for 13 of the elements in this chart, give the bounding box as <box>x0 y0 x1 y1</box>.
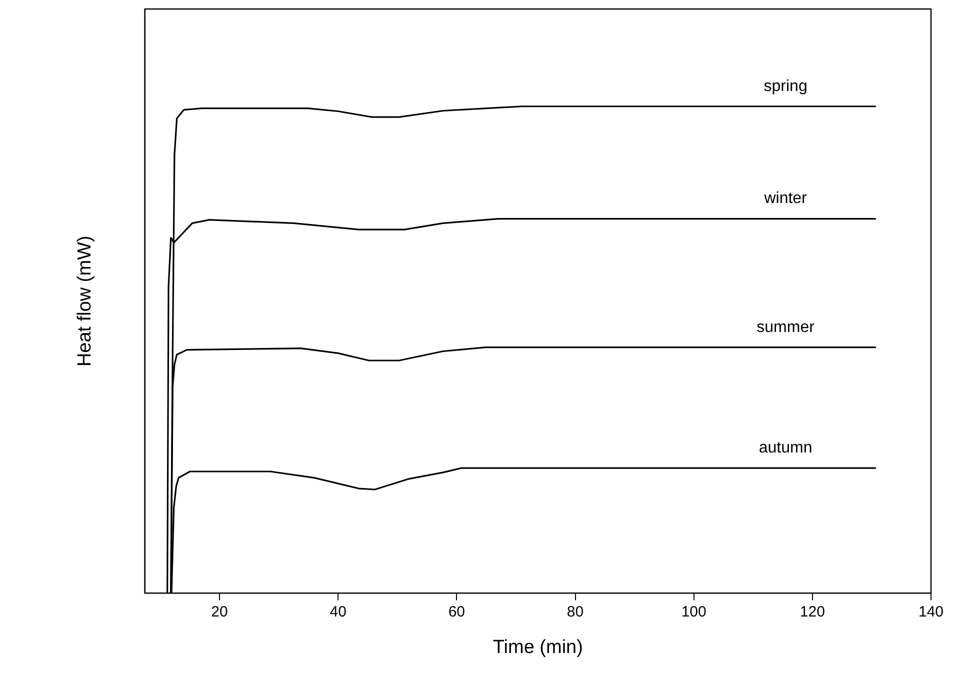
x-tick-label: 60 <box>448 603 466 620</box>
x-tick-label: 80 <box>566 603 584 620</box>
y-axis-title: Heat flow (mW) <box>74 236 96 367</box>
series-label: spring <box>764 78 808 95</box>
x-tick-label: 120 <box>800 603 825 620</box>
series-label: autumn <box>758 439 812 456</box>
x-axis-title: Time (min) <box>492 636 583 658</box>
x-tick-label: 20 <box>211 603 228 620</box>
x-tick-label: 40 <box>330 603 346 620</box>
x-tick-label: 140 <box>918 603 944 620</box>
x-tick-label: 100 <box>681 603 706 620</box>
series-label: summer <box>756 318 816 336</box>
series-label: winter <box>763 190 808 208</box>
